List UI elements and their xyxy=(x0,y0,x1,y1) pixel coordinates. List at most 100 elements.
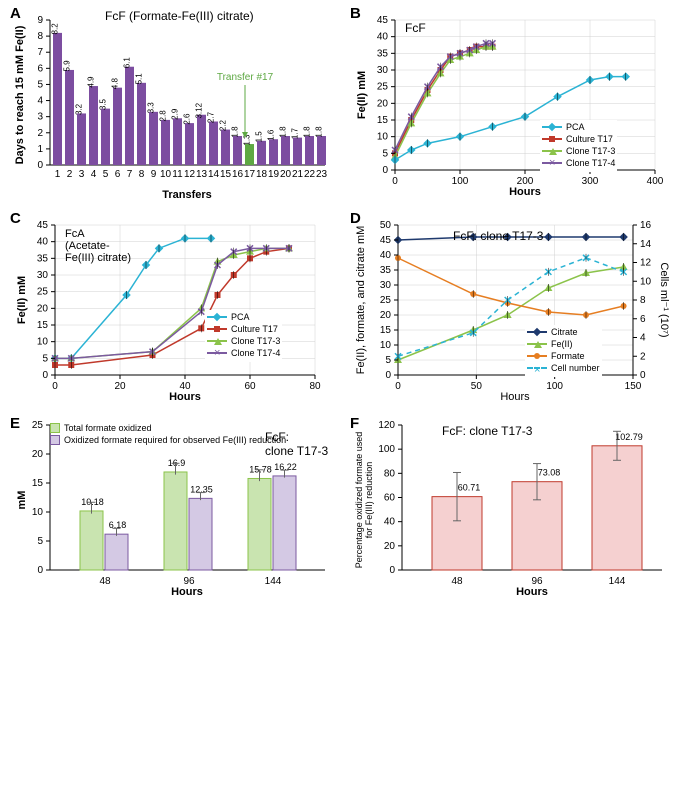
svg-text:40: 40 xyxy=(384,517,396,528)
svg-text:2.2: 2.2 xyxy=(219,119,228,131)
panel-d-legend: CitrateFe(II)Formate×Cell number xyxy=(525,325,602,377)
svg-text:20: 20 xyxy=(384,541,396,552)
svg-text:0: 0 xyxy=(52,381,58,392)
panel-c-legend: PCACulture T17Clone T17-3×Clone T17-4 xyxy=(205,310,282,362)
svg-text:100: 100 xyxy=(452,176,469,187)
svg-text:7: 7 xyxy=(37,47,43,58)
svg-text:2: 2 xyxy=(67,169,73,180)
svg-text:2: 2 xyxy=(640,351,646,362)
svg-text:4: 4 xyxy=(640,333,646,344)
svg-text:for Fe(III) reduction: for Fe(III) reduction xyxy=(364,462,374,539)
panel-f-chart: 60.7173.08102.79 020406080100120 4896144… xyxy=(350,415,680,600)
svg-text:30: 30 xyxy=(380,280,392,291)
svg-text:10: 10 xyxy=(32,507,44,518)
svg-text:25: 25 xyxy=(377,82,389,93)
svg-text:15: 15 xyxy=(220,169,232,180)
svg-text:20: 20 xyxy=(377,98,389,109)
svg-text:1.8: 1.8 xyxy=(315,126,324,138)
svg-text:102.79: 102.79 xyxy=(615,432,643,442)
svg-text:400: 400 xyxy=(647,176,664,187)
svg-text:4.9: 4.9 xyxy=(87,76,96,88)
svg-text:FcA: FcA xyxy=(65,228,85,240)
svg-text:4.8: 4.8 xyxy=(111,78,120,90)
svg-text:6: 6 xyxy=(37,63,43,74)
svg-text:Fe(II) mM: Fe(II) mM xyxy=(356,71,368,119)
svg-text:3.3: 3.3 xyxy=(147,102,156,114)
svg-text:144: 144 xyxy=(265,576,282,587)
svg-text:144: 144 xyxy=(609,576,626,587)
svg-text:50: 50 xyxy=(471,381,483,392)
svg-text:0: 0 xyxy=(640,370,646,381)
svg-text:20: 20 xyxy=(280,169,292,180)
svg-text:2: 2 xyxy=(37,128,43,139)
panel-d: D 05101520253035404550 0246810121416 050… xyxy=(350,210,680,405)
svg-text:2.7: 2.7 xyxy=(207,111,216,123)
svg-text:16: 16 xyxy=(232,169,244,180)
svg-text:2.8: 2.8 xyxy=(159,110,168,122)
svg-text:5: 5 xyxy=(42,353,48,364)
panel-e-legend: Total formate oxidizedOxidized formate r… xyxy=(50,423,286,447)
svg-text:22: 22 xyxy=(304,169,316,180)
svg-text:25: 25 xyxy=(32,420,44,431)
panel-d-label: D xyxy=(350,210,361,227)
svg-text:8.2: 8.2 xyxy=(51,23,60,35)
svg-text:15: 15 xyxy=(37,320,49,331)
svg-text:8: 8 xyxy=(640,295,646,306)
svg-text:100: 100 xyxy=(546,381,563,392)
svg-text:40: 40 xyxy=(37,237,49,248)
panel-e-title: FcF:clone T17-3 xyxy=(265,430,328,458)
svg-text:25: 25 xyxy=(380,295,392,306)
svg-text:3: 3 xyxy=(79,169,85,180)
panel-b: B 051015202530354045 0100200300400 Hours… xyxy=(350,5,680,200)
svg-text:5: 5 xyxy=(37,536,43,547)
panel-c-chart: 051015202530354045 020406080 Hours Fe(II… xyxy=(10,210,340,405)
svg-text:23: 23 xyxy=(316,169,328,180)
svg-text:(Acetate-: (Acetate- xyxy=(65,240,110,252)
svg-text:120: 120 xyxy=(378,420,395,431)
svg-text:Fe(II) mM: Fe(II) mM xyxy=(16,276,28,324)
svg-text:60.71: 60.71 xyxy=(458,483,481,493)
svg-text:Cells ml⁻¹ (10⁷): Cells ml⁻¹ (10⁷) xyxy=(658,262,670,337)
svg-text:FcF: FcF xyxy=(405,21,426,35)
svg-text:1.8: 1.8 xyxy=(231,126,240,138)
panel-f-label: F xyxy=(350,415,359,432)
svg-text:30: 30 xyxy=(37,270,49,281)
svg-text:60: 60 xyxy=(384,493,396,504)
svg-text:Hours: Hours xyxy=(171,586,203,598)
svg-text:3: 3 xyxy=(37,112,43,123)
svg-text:20: 20 xyxy=(380,310,392,321)
svg-text:0: 0 xyxy=(395,381,401,392)
svg-text:5.1: 5.1 xyxy=(135,73,144,85)
svg-text:18: 18 xyxy=(256,169,268,180)
svg-text:2.9: 2.9 xyxy=(171,108,180,120)
svg-text:25: 25 xyxy=(37,287,49,298)
svg-text:12: 12 xyxy=(640,258,652,269)
svg-text:1: 1 xyxy=(55,169,61,180)
svg-text:35: 35 xyxy=(377,48,389,59)
svg-text:14: 14 xyxy=(640,239,652,250)
svg-text:5: 5 xyxy=(385,355,391,366)
svg-text:15: 15 xyxy=(32,478,44,489)
svg-text:0: 0 xyxy=(389,565,395,576)
svg-text:45: 45 xyxy=(37,220,49,231)
svg-text:150: 150 xyxy=(625,381,642,392)
panel-a-label: A xyxy=(10,5,21,22)
svg-text:0: 0 xyxy=(42,370,48,381)
svg-text:Fe(II), formate, and citrate m: Fe(II), formate, and citrate mM xyxy=(355,226,367,375)
panel-d-chart: 05101520253035404550 0246810121416 05010… xyxy=(350,210,680,405)
panel-b-label: B xyxy=(350,5,361,22)
svg-text:0: 0 xyxy=(37,565,43,576)
svg-text:mM: mM xyxy=(16,491,28,510)
svg-text:1.6: 1.6 xyxy=(267,129,276,141)
svg-text:60: 60 xyxy=(244,381,256,392)
svg-text:Hours: Hours xyxy=(169,391,201,403)
svg-text:Percentage oxidized formate us: Percentage oxidized formate used xyxy=(354,432,364,569)
svg-text:7: 7 xyxy=(127,169,133,180)
svg-text:73.08: 73.08 xyxy=(538,468,561,478)
svg-text:80: 80 xyxy=(309,381,321,392)
panel-e: E 10.186.1816.912.3515.7816.22 051015202… xyxy=(10,415,340,600)
svg-text:40: 40 xyxy=(377,32,389,43)
svg-text:11: 11 xyxy=(172,169,183,180)
svg-text:17: 17 xyxy=(244,169,256,180)
panel-b-legend: PCACulture T17Clone T17-3×Clone T17-4 xyxy=(540,120,617,172)
